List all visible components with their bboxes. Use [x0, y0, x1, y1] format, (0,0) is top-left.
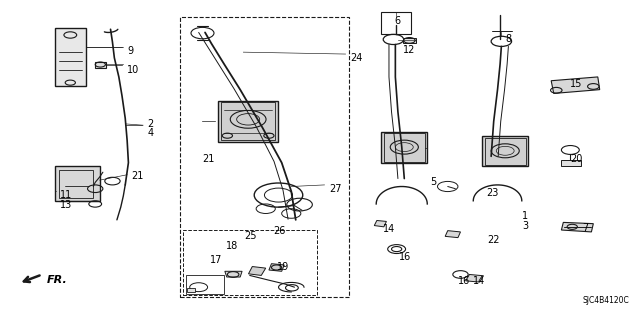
Bar	[186, 275, 224, 293]
Text: 16: 16	[399, 252, 411, 262]
Bar	[381, 12, 412, 34]
Text: 7: 7	[582, 223, 588, 233]
Text: 22: 22	[487, 234, 500, 245]
Text: 21: 21	[202, 154, 215, 164]
Text: 16: 16	[458, 276, 470, 286]
Polygon shape	[187, 288, 195, 292]
Text: 13: 13	[60, 200, 72, 210]
Text: 6: 6	[395, 16, 401, 26]
Polygon shape	[466, 274, 483, 282]
Text: 24: 24	[351, 54, 363, 63]
Text: 1: 1	[522, 211, 529, 221]
Bar	[221, 102, 275, 140]
Bar	[55, 166, 100, 201]
Text: 17: 17	[209, 255, 222, 264]
Text: 5: 5	[430, 177, 436, 187]
Text: 4: 4	[148, 129, 154, 138]
Text: 23: 23	[486, 188, 499, 198]
Polygon shape	[403, 38, 416, 43]
Polygon shape	[551, 77, 600, 93]
Text: 21: 21	[132, 171, 144, 181]
Text: 3: 3	[522, 220, 529, 231]
Text: FR.: FR.	[47, 275, 67, 285]
Bar	[179, 17, 349, 297]
Polygon shape	[445, 231, 461, 238]
Text: 27: 27	[329, 184, 342, 194]
Bar	[182, 230, 317, 295]
Polygon shape	[225, 271, 242, 277]
Bar	[384, 133, 425, 162]
Text: 2: 2	[148, 119, 154, 129]
Bar	[484, 137, 525, 165]
Text: 10: 10	[127, 65, 140, 75]
Text: 26: 26	[273, 226, 285, 236]
Polygon shape	[374, 220, 387, 227]
Text: 14: 14	[383, 224, 395, 234]
Bar	[60, 170, 93, 197]
Text: 20: 20	[570, 154, 582, 164]
Text: 8: 8	[505, 34, 511, 44]
Bar	[218, 101, 278, 142]
Text: 11: 11	[60, 190, 72, 200]
Polygon shape	[95, 62, 106, 68]
Text: 18: 18	[225, 241, 237, 251]
Text: 9: 9	[127, 46, 133, 56]
Text: 25: 25	[244, 231, 257, 241]
Bar	[482, 136, 528, 167]
Text: 14: 14	[473, 276, 486, 286]
Polygon shape	[561, 160, 580, 167]
Bar	[381, 132, 428, 163]
Text: 19: 19	[276, 262, 289, 272]
Text: SJC4B4120C: SJC4B4120C	[583, 296, 630, 305]
Polygon shape	[269, 264, 284, 271]
Text: 15: 15	[570, 79, 582, 89]
Polygon shape	[561, 222, 593, 232]
Text: 12: 12	[403, 45, 415, 55]
Polygon shape	[248, 267, 266, 275]
Bar	[55, 28, 86, 86]
